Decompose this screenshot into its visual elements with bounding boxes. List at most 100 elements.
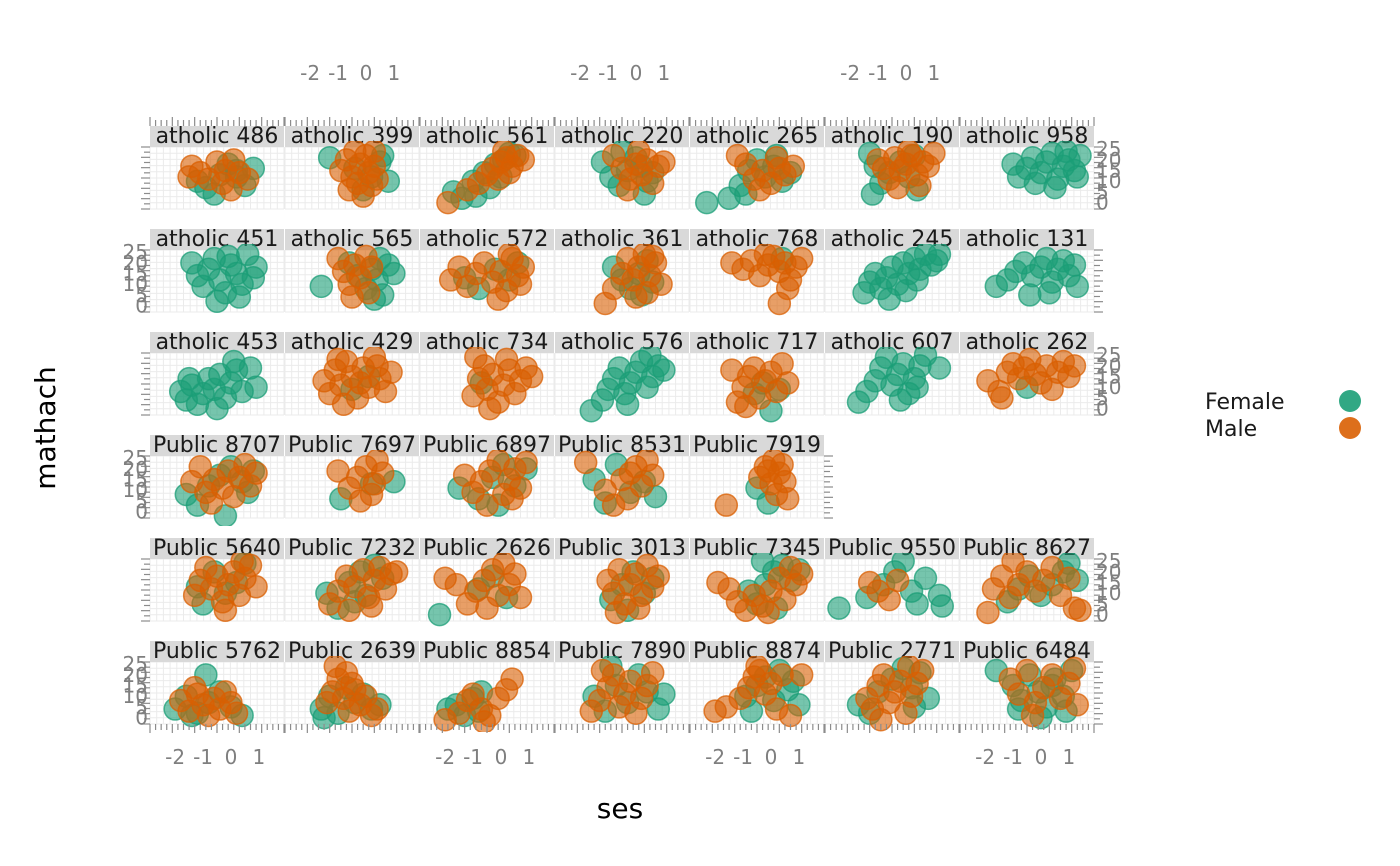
- female-point: [1065, 165, 1089, 189]
- male-point: [500, 667, 524, 691]
- strip-label: Public 8531: [558, 433, 686, 458]
- y-tick-label: 0: [1096, 397, 1109, 421]
- x-tick-label: -1: [598, 61, 618, 85]
- female-point: [227, 285, 252, 309]
- facet-panel: atholic 768: [689, 229, 825, 316]
- female-point: [216, 244, 240, 269]
- strip-label: Public 5640: [153, 536, 281, 561]
- male-point: [500, 487, 524, 511]
- legend-label-male: Male: [1205, 417, 1257, 442]
- strip-background: [690, 641, 824, 662]
- male-point: [714, 493, 739, 517]
- facet-panel: Public 6484: [959, 639, 1095, 730]
- y-tick-label: 10: [1096, 375, 1121, 399]
- male-point: [351, 184, 375, 208]
- facet-panel: Public 7345: [689, 538, 825, 625]
- strip-label: Public 2639: [288, 639, 416, 664]
- strip-background: [420, 538, 554, 559]
- y-tick-label: 25: [123, 240, 148, 264]
- strip-label: atholic 429: [291, 330, 414, 355]
- male-point: [885, 175, 910, 200]
- strip-label: atholic 734: [426, 330, 549, 355]
- strip-label: atholic 265: [696, 124, 819, 149]
- male-point: [1057, 566, 1081, 590]
- male-point: [615, 487, 640, 511]
- male-point: [1062, 596, 1087, 620]
- strip-background: [285, 229, 419, 250]
- male-point: [497, 160, 522, 185]
- male-point: [604, 600, 629, 625]
- facet-panel: Public 9550: [824, 536, 960, 622]
- male-point: [365, 354, 389, 378]
- strip-background: [690, 538, 824, 559]
- male-point: [897, 656, 921, 679]
- facet-panel: atholic 399: [284, 126, 420, 210]
- x-tick-label: -1: [1003, 745, 1023, 769]
- strip-background: [825, 641, 959, 662]
- facet-panel: atholic 262: [959, 332, 1095, 416]
- male-point: [199, 491, 224, 515]
- panel-points: [984, 656, 1089, 730]
- facet-panel: Public 8874: [689, 639, 825, 728]
- y-tick-label: 15: [123, 468, 148, 492]
- strip-background: [690, 229, 824, 250]
- strip-label: Public 6484: [963, 639, 1091, 664]
- male-point: [1001, 553, 1025, 573]
- panel-points: [593, 244, 673, 316]
- x-tick-label: 0: [495, 745, 508, 769]
- male-point: [235, 167, 260, 191]
- y-tick-label: 0: [1096, 191, 1109, 215]
- y-tick-label: 5: [135, 695, 148, 719]
- male-point: [213, 598, 238, 623]
- strip-background: [420, 229, 554, 250]
- male-point: [323, 656, 347, 679]
- y-tick-label: 15: [1096, 159, 1121, 183]
- female-point: [750, 553, 775, 573]
- male-point: [1062, 354, 1087, 378]
- facet-panel: atholic 131: [959, 229, 1095, 313]
- strip-label: atholic 190: [831, 124, 954, 149]
- male-point: [764, 145, 789, 170]
- female-point: [615, 392, 640, 417]
- strip-label: Public 9550: [828, 536, 956, 561]
- facet-panel: Public 7890: [554, 641, 690, 726]
- x-axis-title: ses: [597, 792, 643, 825]
- strip-label: Public 8627: [963, 536, 1091, 561]
- facet-panel: Public 7697: [284, 435, 420, 519]
- x-tick-label: 1: [523, 745, 536, 769]
- male-point: [789, 246, 814, 271]
- facet-panel: atholic 451: [149, 229, 285, 314]
- strip-label: atholic 717: [696, 330, 819, 355]
- y-tick-label: 15: [123, 674, 148, 698]
- strip-label: Public 8874: [693, 639, 821, 664]
- x-tick-label: 0: [360, 61, 373, 85]
- x-tick-label: -1: [463, 745, 483, 769]
- facet-panel: atholic 190: [824, 124, 960, 210]
- panel-points: [596, 553, 671, 625]
- male-point: [627, 141, 651, 164]
- strip-label: atholic 486: [156, 124, 279, 149]
- panel-points: [714, 450, 800, 517]
- male-point: [640, 463, 665, 487]
- strip-label: Public 2771: [828, 639, 956, 664]
- y-tick-label: 10: [1096, 169, 1121, 193]
- male-point: [767, 291, 792, 316]
- x-tick-label: 0: [1035, 745, 1048, 769]
- facet-panel: atholic 486: [149, 124, 285, 210]
- facet-panel: atholic 245: [824, 229, 960, 313]
- male-point: [1062, 656, 1087, 681]
- strip-background: [285, 538, 419, 559]
- panel-points: [846, 347, 952, 414]
- male-point: [486, 287, 510, 311]
- x-tick-label: 0: [225, 745, 238, 769]
- y-tick-label: 20: [123, 663, 148, 687]
- y-tick-label: 5: [1096, 180, 1109, 204]
- strip-background: [960, 332, 1094, 353]
- y-tick-label: 5: [1096, 592, 1109, 616]
- y-tick-label: 25: [123, 446, 148, 470]
- male-point: [635, 281, 659, 305]
- strip-label: Public 8707: [153, 433, 281, 458]
- y-axis-title: mathach: [29, 366, 62, 489]
